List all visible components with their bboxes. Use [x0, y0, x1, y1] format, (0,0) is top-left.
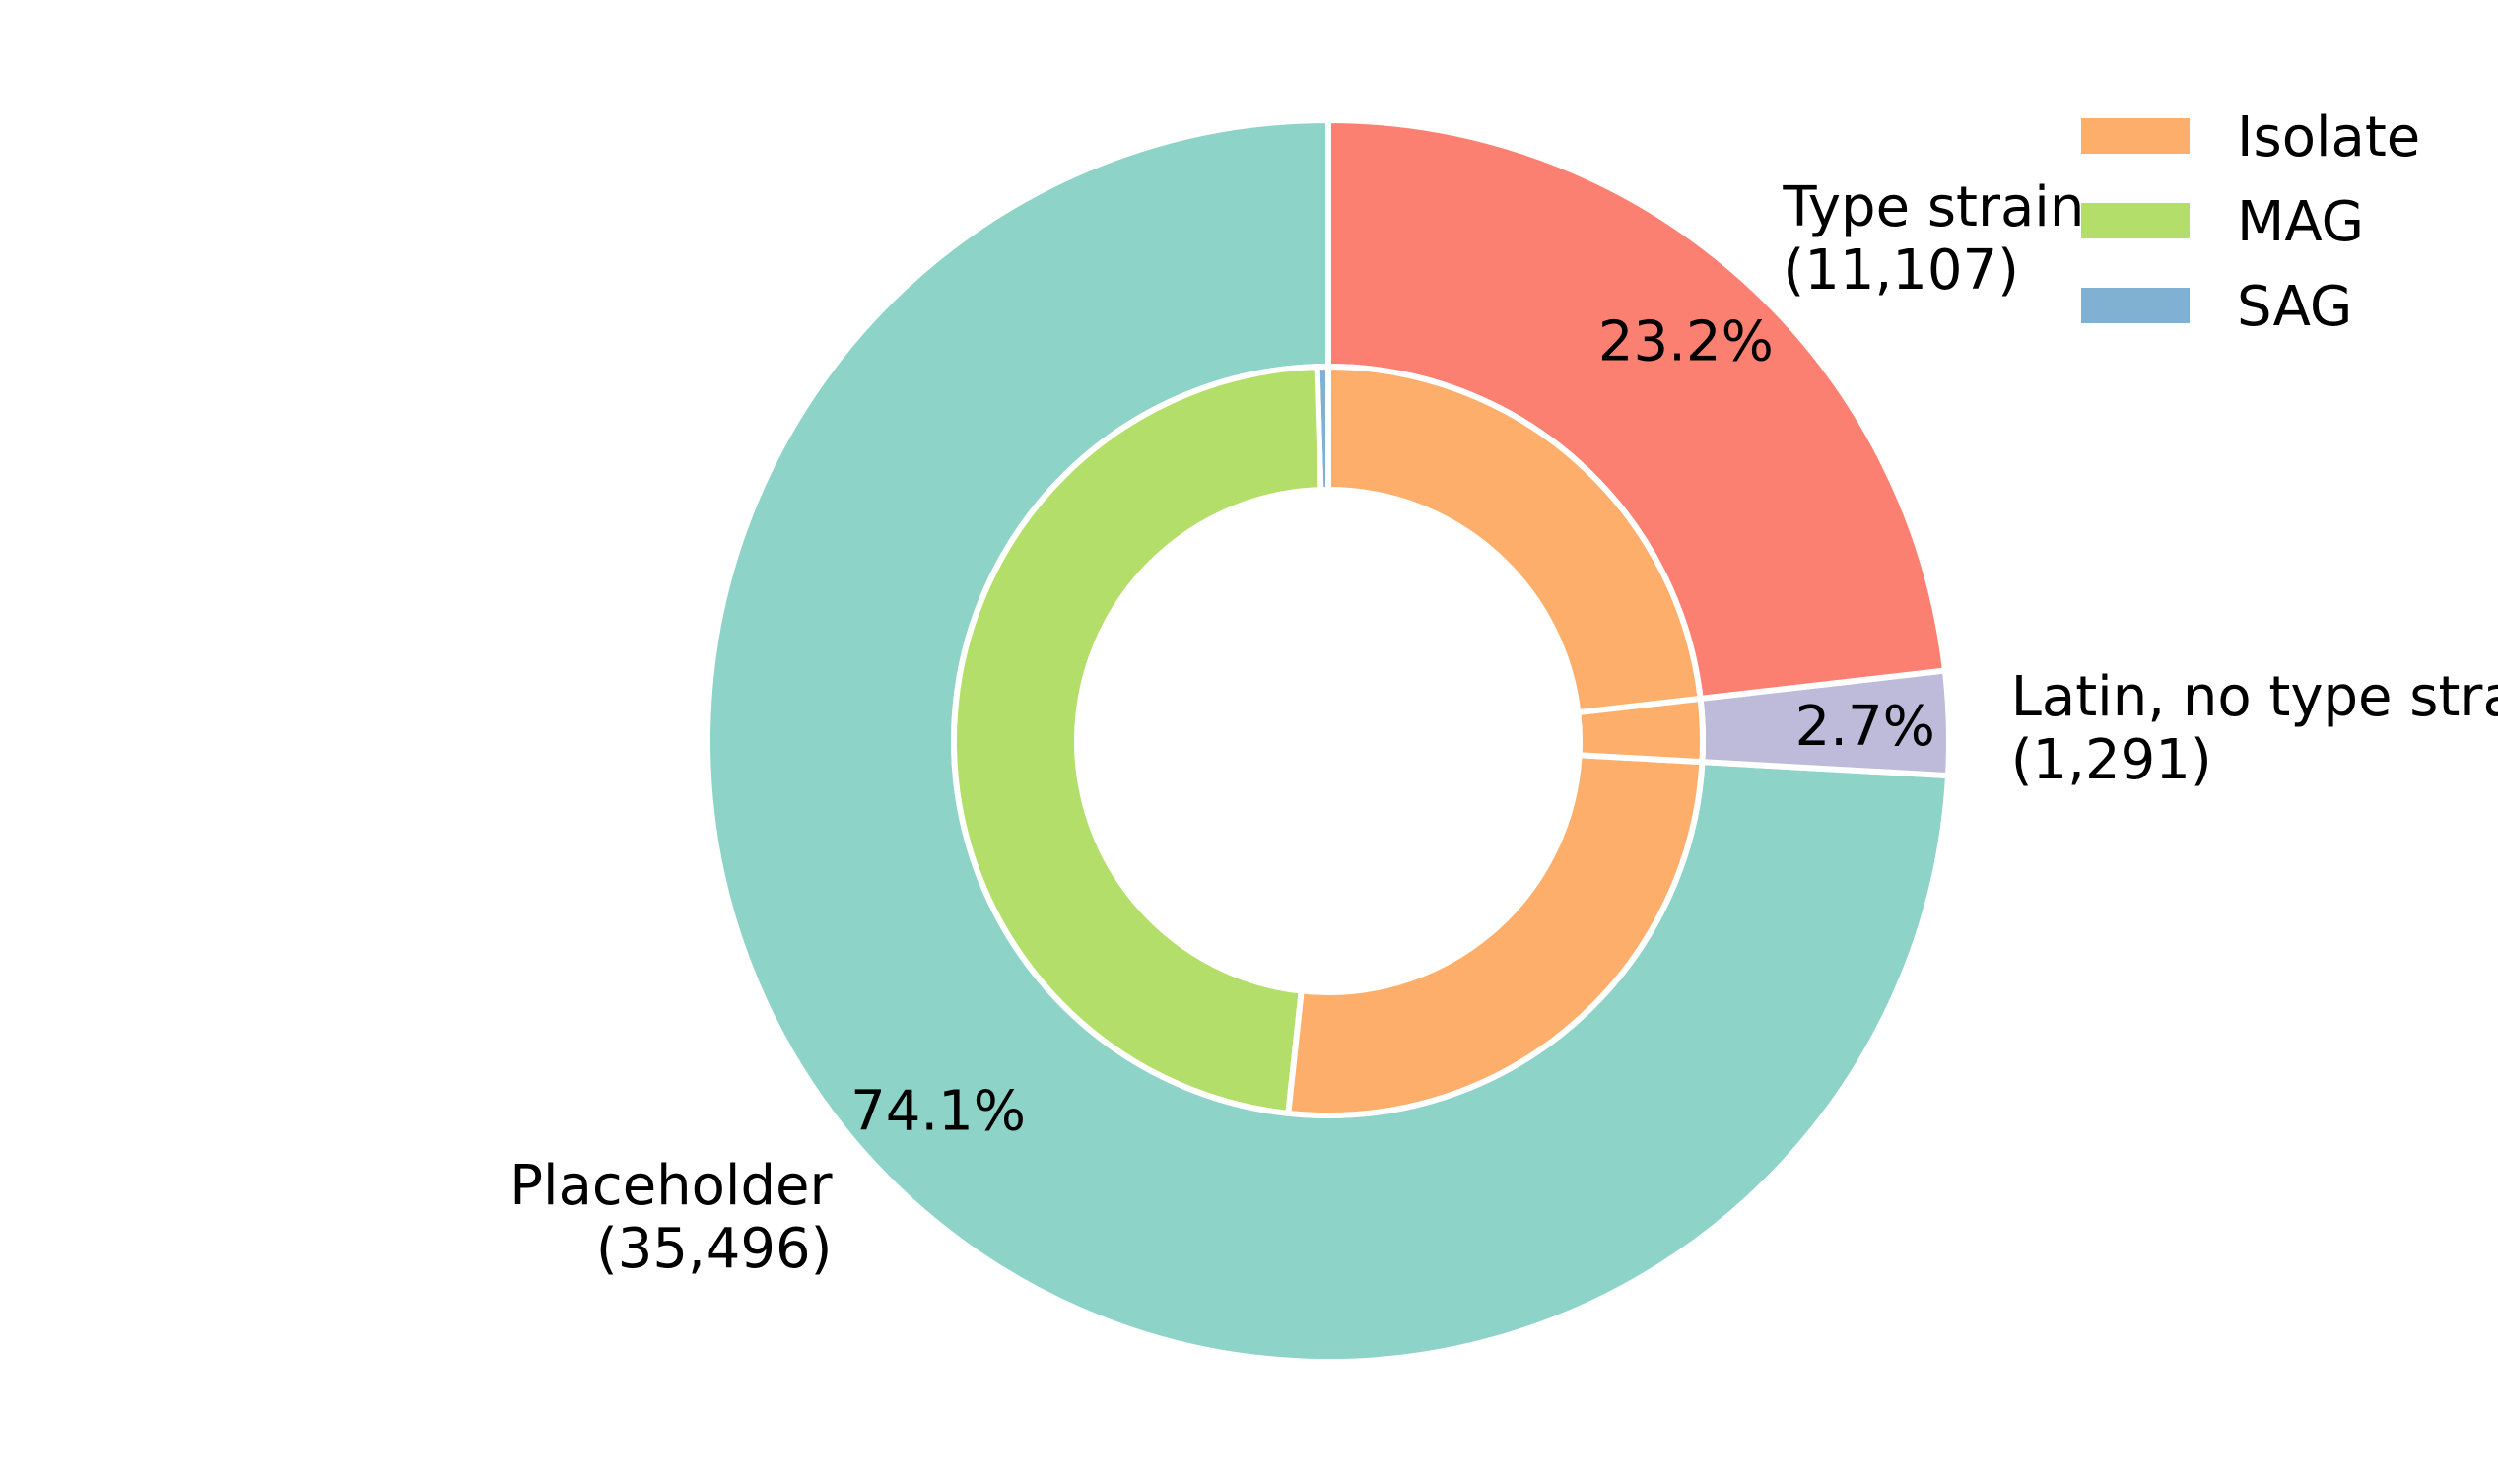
slice-count-type-strain: (11,107) [1783, 238, 2019, 303]
inner-slice-placeholder-mag [951, 364, 1324, 1117]
percent-label-latin-no-type-strain: 2.7% [1795, 695, 1935, 759]
percent-label-type-strain: 23.2% [1598, 309, 1774, 373]
legend-label-sag: SAG [2237, 275, 2352, 339]
slice-name-type-strain: Type strain [1782, 175, 2084, 239]
legend-swatch-mag [2081, 203, 2190, 238]
slice-name-latin-no-type-strain: Latin, no type strain [2011, 665, 2498, 729]
slice-labels: Placeholder(35,496) Latin, no type strain… [509, 175, 2498, 1281]
percent-labels: 74.1% 2.7% 23.2% [850, 309, 1935, 1143]
slice-name-placeholder: Placeholder [509, 1154, 833, 1218]
percent-label-placeholder: 74.1% [850, 1079, 1026, 1143]
legend-swatch-sag [2081, 288, 2190, 323]
legend-label-mag: MAG [2237, 190, 2364, 254]
legend: Isolate MAG SAG [2081, 105, 2420, 339]
slice-count-placeholder: (35,496) [596, 1217, 833, 1281]
inner-slice-placeholder-isolate [1285, 752, 1706, 1118]
inner-slice-type-strain-isolate [1325, 363, 1704, 716]
legend-label-isolate: Isolate [2237, 105, 2420, 169]
slice-count-latin-no-type-strain: (1,291) [2011, 728, 2212, 792]
outer-ring [705, 116, 1952, 1365]
legend-swatch-isolate [2081, 118, 2190, 154]
inner-ring [951, 363, 1706, 1118]
